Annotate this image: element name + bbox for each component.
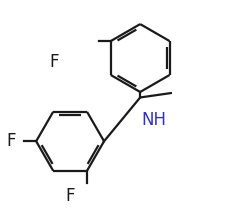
Text: F: F bbox=[49, 53, 59, 71]
Text: F: F bbox=[65, 187, 74, 205]
Text: NH: NH bbox=[141, 111, 166, 129]
Text: F: F bbox=[6, 132, 16, 150]
